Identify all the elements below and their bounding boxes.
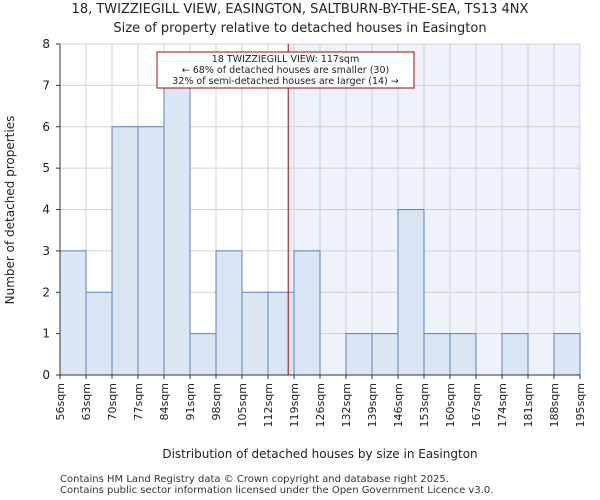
x-tick-label: 84sqm	[158, 383, 171, 420]
footer-line-1: Contains HM Land Registry data © Crown c…	[60, 474, 449, 485]
y-tick-label: 3	[42, 244, 50, 258]
y-axis-label: Number of detached properties	[3, 116, 17, 305]
annotation-line-1: 18 TWIZZIEGILL VIEW: 117sqm	[212, 54, 359, 65]
y-ticks: 0 1 2 3 4 5 6 7 8	[42, 37, 60, 382]
bar	[189, 333, 217, 376]
x-tick-label: 188sqm	[548, 383, 561, 427]
x-tick-label: 91sqm	[184, 383, 197, 420]
bar	[85, 291, 113, 376]
y-tick-label: 5	[42, 161, 50, 175]
y-tick-label: 8	[42, 37, 50, 51]
y-tick-label: 4	[42, 203, 50, 217]
y-tick-label: 0	[42, 368, 50, 382]
x-tick-label: 63sqm	[80, 383, 93, 420]
bar	[449, 333, 477, 376]
annotation-box	[156, 51, 415, 89]
bar	[397, 209, 425, 376]
bars	[59, 84, 581, 376]
x-tick-label: 56sqm	[54, 383, 67, 420]
x-tick-label: 153sqm	[418, 383, 431, 427]
bar	[137, 126, 165, 376]
bar	[293, 250, 321, 376]
x-axis-label: Distribution of detached houses by size …	[162, 447, 477, 461]
y-tick-label: 7	[42, 78, 50, 92]
x-tick-label: 70sqm	[106, 383, 119, 420]
x-tick-label: 126sqm	[314, 383, 327, 427]
bar	[59, 250, 87, 376]
chart-title: 18, TWIZZIEGILL VIEW, EASINGTON, SALTBUR…	[71, 2, 529, 17]
x-tick-label: 132sqm	[340, 383, 353, 427]
annotation-line-3: 32% of semi-detached houses are larger (…	[172, 76, 399, 87]
bar	[215, 250, 243, 376]
x-tick-label: 119sqm	[288, 383, 301, 427]
x-tick-label: 174sqm	[496, 383, 509, 427]
marker-annotation: 18 TWIZZIEGILL VIEW: 117sqm ← 68% of det…	[156, 51, 415, 89]
x-tick-label: 160sqm	[444, 383, 457, 427]
bar	[241, 291, 269, 376]
x-tick-label: 77sqm	[132, 383, 145, 420]
x-tick-label: 195sqm	[574, 383, 587, 427]
bar	[163, 84, 191, 376]
bar	[345, 333, 373, 376]
x-tick-label: 105sqm	[236, 383, 249, 427]
chart-subtitle: Size of property relative to detached ho…	[113, 21, 487, 36]
x-tick-label: 139sqm	[366, 383, 379, 427]
y-tick-label: 1	[42, 327, 50, 341]
bar	[371, 333, 399, 376]
bar	[111, 126, 139, 376]
x-ticks: 56sqm 63sqm 70sqm 77sqm 84sqm 91sqm 98sqm 105sq…	[54, 375, 587, 427]
y-tick-label: 6	[42, 120, 50, 134]
x-tick-label: 167sqm	[470, 383, 483, 427]
x-tick-label: 112sqm	[262, 383, 275, 427]
x-tick-label: 146sqm	[392, 383, 405, 427]
footer-line-2: Contains public sector information licen…	[60, 485, 494, 496]
bar	[423, 333, 451, 376]
x-tick-label: 98sqm	[210, 383, 223, 420]
bar	[267, 291, 295, 376]
y-tick-label: 2	[42, 285, 50, 299]
histogram-chart: 0 1 2 3 4 5 6 7 8 56sqm 63sqm 70sqm 77sqm 84sqm 91sqm…	[3, 37, 587, 461]
x-tick-label: 181sqm	[522, 383, 535, 427]
bar	[501, 333, 529, 376]
bar	[553, 333, 581, 376]
annotation-line-2: ← 68% of detached houses are smaller (30…	[182, 65, 389, 76]
